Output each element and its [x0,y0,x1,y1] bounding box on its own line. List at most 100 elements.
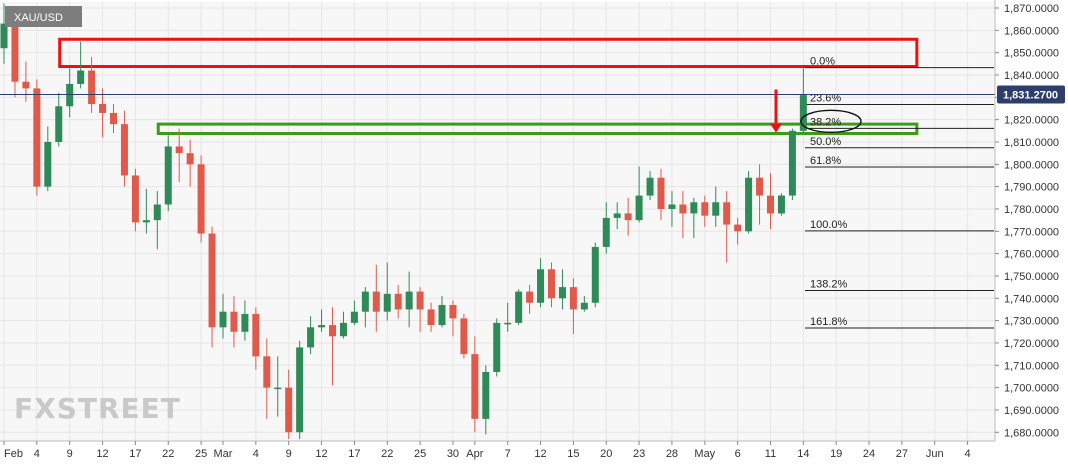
candle [44,126,52,192]
candle-body [11,23,19,82]
candle [339,311,347,339]
candle-body [274,387,282,390]
candle [723,191,731,263]
candle-body [175,146,183,154]
candle [219,293,227,339]
candle-body [339,322,347,337]
x-tick-label: 25 [414,448,426,460]
fib-level-label: 50.0% [810,136,841,148]
candle-body [66,83,74,107]
x-tick-label: 12 [534,448,546,460]
candle [361,287,369,328]
candle [230,296,238,348]
candle [756,164,764,225]
candle [318,309,326,332]
candle [438,296,446,328]
candle [307,316,315,355]
candle [591,242,599,308]
candle [77,41,85,89]
y-tick-label: 1,720.0000 [1004,338,1059,350]
candle-body [296,347,304,433]
candle [558,269,566,310]
candle-body [712,202,720,216]
candle [679,191,687,238]
y-tick-label: 1,760.0000 [1004,249,1059,261]
x-tick-label: 19 [830,448,842,460]
fib-level-label: 161.8% [810,316,848,328]
fxstreet-watermark: FXSTREET [14,392,181,425]
candle [350,300,358,326]
candle [504,302,512,332]
candle-body [558,287,566,299]
current-price-label: 1,831.2700 [1003,89,1058,101]
candle-body [646,177,654,196]
candle [164,135,172,212]
candle [624,197,632,236]
candle [799,68,807,134]
candlesticks [0,3,807,439]
y-tick-label: 1,850.0000 [1004,48,1059,60]
candle [580,296,588,312]
candle-body [55,106,63,142]
candle [0,3,8,64]
candle [701,195,709,227]
candle [241,300,249,341]
candle [285,369,293,439]
candle [120,110,128,187]
candle-body [657,177,665,209]
x-tick-label: 6 [735,448,741,460]
candle-body [33,88,41,187]
candle [460,313,468,359]
candle-body [723,202,731,225]
y-tick-label: 1,710.0000 [1004,360,1059,372]
y-tick-label: 1,770.0000 [1004,226,1059,238]
candle-body [767,195,774,214]
candle-body [690,202,698,214]
fib-level-label: 138.2% [810,278,848,290]
candle-body [548,269,555,299]
y-tick-label: 1,680.0000 [1004,427,1059,439]
candle-body [22,81,30,89]
candle-body [252,313,260,357]
fib-level-label: 0.0% [810,56,835,68]
candle [734,217,742,245]
x-tick-label: 4 [34,448,40,460]
y-tick-label: 1,820.0000 [1004,115,1059,127]
candle [613,202,621,230]
x-tick-label: 17 [348,448,360,460]
y-tick-label: 1,800.0000 [1004,159,1059,171]
candle-body [460,318,468,355]
chart-title: XAU/USD [14,12,63,24]
candle-body [416,291,424,310]
candle-body [756,177,764,196]
x-tick-label: 4 [253,448,259,460]
candle [153,191,161,250]
fib-level-label: 100.0% [810,219,848,231]
x-tick-label: 15 [567,448,579,460]
candle [33,79,41,196]
candle [471,336,479,433]
annotations [770,89,862,134]
candle [55,92,63,147]
candle-body [668,204,676,209]
candle [263,338,271,419]
candle [767,173,774,230]
candle-body [230,311,238,332]
x-tick-label: 9 [67,448,73,460]
y-tick-label: 1,730.0000 [1004,316,1059,328]
candle-body [307,327,315,348]
candle-body [777,195,785,214]
candle [745,171,753,234]
candle-body [44,141,52,187]
y-tick-label: 1,750.0000 [1004,271,1059,283]
candle-body [591,246,599,303]
candle-body [263,356,271,388]
y-tick-label: 1,870.0000 [1004,3,1059,15]
candle [569,278,577,335]
candle [88,57,96,113]
candle-body [504,322,512,325]
candle-body [493,322,501,372]
candle [493,318,501,377]
candle-body [701,202,709,216]
